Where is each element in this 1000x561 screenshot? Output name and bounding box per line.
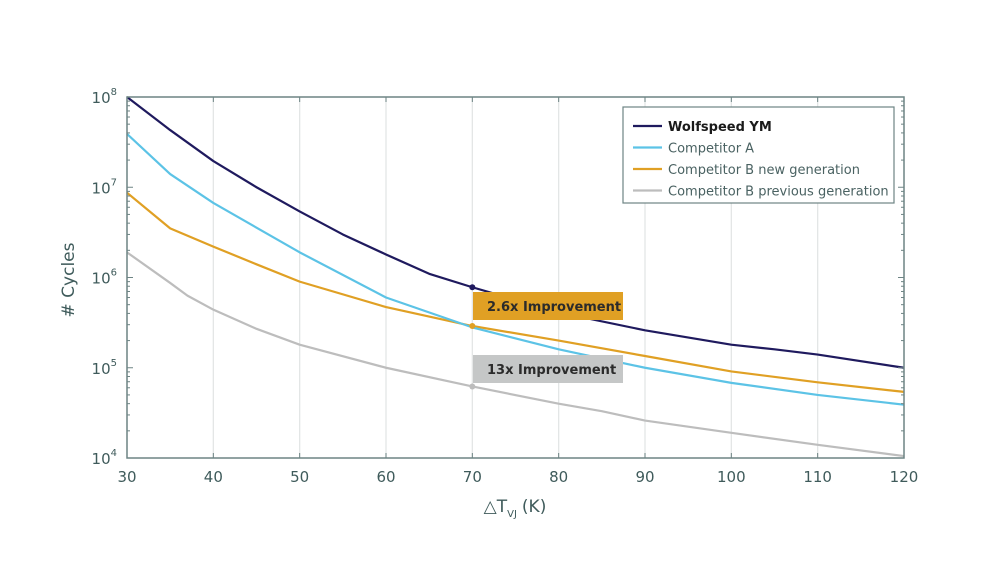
legend: Wolfspeed YM Competitor A Competitor B new… — [622, 106, 895, 204]
x-tick-label: 80 — [549, 468, 568, 486]
data-marker-wolfspeed-ym — [469, 284, 476, 291]
y-tick-label: 107 — [92, 177, 117, 197]
y-axis-label: # Cycles — [59, 242, 79, 317]
series-line-wolfspeed-ym — [126, 96, 905, 369]
series-line-competitor-b-prev — [126, 251, 905, 458]
legend-label-competitor-b-new: Competitor B new generation — [668, 163, 860, 178]
x-tick-label: 110 — [803, 468, 832, 486]
annotations: 2.6x Improvement 13x Improvement — [473, 292, 623, 383]
x-tick-label: 120 — [890, 468, 919, 486]
y-tick-label: 105 — [92, 358, 117, 378]
series-lines — [126, 96, 905, 458]
data-marker-competitor-b-new — [469, 323, 476, 330]
axes: 30 40 50 60 70 80 90 100 110 120 104 105 106 107 108 — [92, 87, 919, 486]
x-axis-label: △TVJ (K) — [484, 497, 547, 520]
series-line-competitor-b-new — [126, 191, 905, 393]
legend-box — [622, 106, 895, 204]
annotation-box — [473, 292, 623, 320]
legend-label-competitor-b-prev: Competitor B previous generation — [668, 185, 889, 200]
x-tick-label: 90 — [635, 468, 654, 486]
legend-label-wolfspeed-ym: Wolfspeed YM — [668, 120, 772, 135]
annotation-box — [473, 355, 623, 383]
y-tick-label: 108 — [92, 87, 117, 107]
x-tick-label: 30 — [117, 468, 136, 486]
x-tick-label: 50 — [290, 468, 309, 486]
x-tick-label: 60 — [376, 468, 395, 486]
annotation-label: 2.6x Improvement — [487, 300, 621, 315]
y-tick-label: 104 — [92, 448, 117, 468]
x-tick-label: 40 — [204, 468, 223, 486]
annotation-label: 13x Improvement — [487, 363, 616, 378]
data-marker-competitor-b-prev — [469, 383, 476, 390]
y-tick-label: 106 — [92, 268, 117, 288]
x-tick-label: 70 — [463, 468, 482, 486]
x-tick-label: 100 — [717, 468, 746, 486]
legend-label-competitor-a: Competitor A — [668, 142, 754, 157]
